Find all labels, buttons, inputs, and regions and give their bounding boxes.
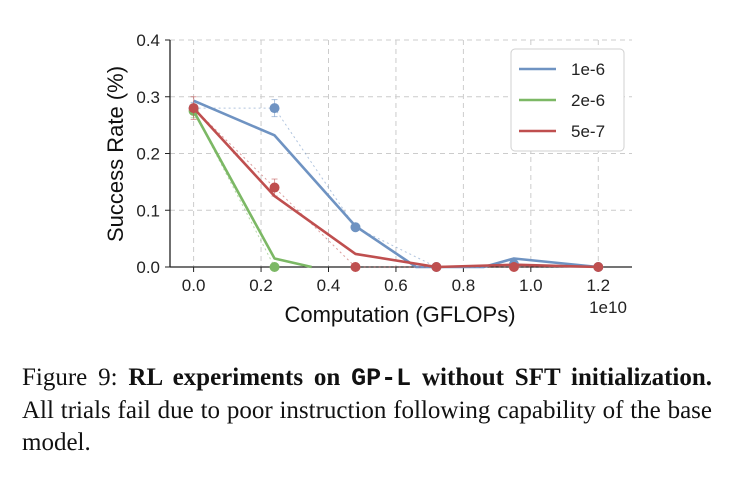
legend-label-2e-6: 2e-6 [571,91,605,110]
data-point-1e-6-1 [269,103,280,114]
smoothed-line-1e-6 [193,99,599,269]
x-tick-label-1: 0.2 [249,276,273,295]
y-tick-label-3: 0.3 [136,88,160,107]
data-point-2e-6-1 [269,262,280,272]
x-offset-label: 1e10 [589,298,627,317]
caption-title-part1: RL experiments on [128,364,352,391]
chart: 0.0 0.2 0.4 0.6 0.8 1.0 1.2 0.0 0.1 0.2 0.3 0.4 Com… [103,31,632,327]
y-tick-label-0: 0.0 [136,258,160,277]
y-axis-label: Success Rate (%) [103,66,128,242]
y-tick-label-4: 0.4 [136,31,160,50]
y-tick-label-1: 0.1 [136,201,160,220]
x-tick-label-6: 1.2 [586,276,610,295]
legend-label-5e-7: 5e-7 [571,122,605,141]
y-tick-label-2: 0.2 [136,145,160,164]
caption-body: All trials fail due to poor instruction … [22,397,712,456]
x-tick-label-3: 0.6 [384,276,408,295]
caption-label: Figure 9: [22,364,129,391]
smoothed-line-5e-7 [192,107,599,269]
x-tick-label-4: 0.8 [452,276,476,295]
figure-caption: Figure 9: RL experiments on GP-L without… [22,362,712,459]
legend: 1e-6 2e-6 5e-7 [510,48,625,152]
legend-label-1e-6: 1e-6 [571,60,605,79]
data-point-5e-7-1 [269,182,280,193]
x-tick-label-2: 0.4 [317,276,341,295]
legend-box [510,48,625,152]
series-5e-7 [188,96,604,272]
series-group [188,96,604,272]
x-tick-label-5: 1.0 [519,276,543,295]
smoothed-line-2e-6 [192,110,312,269]
caption-title-part2: without SFT initialization. [411,364,712,391]
series-1e-6 [188,99,604,272]
x-axis-label: Computation (GFLOPs) [284,302,515,327]
series-2e-6 [188,103,312,272]
raw-line-2e-6 [193,110,275,268]
caption-code: GP-L [351,364,412,393]
x-tick-label-0: 0.0 [182,276,206,295]
data-point-5e-7-2 [350,262,361,272]
tick-labels: 0.0 0.2 0.4 0.6 0.8 1.0 1.2 0.0 0.1 0.2 0.3 0.4 [136,31,610,295]
